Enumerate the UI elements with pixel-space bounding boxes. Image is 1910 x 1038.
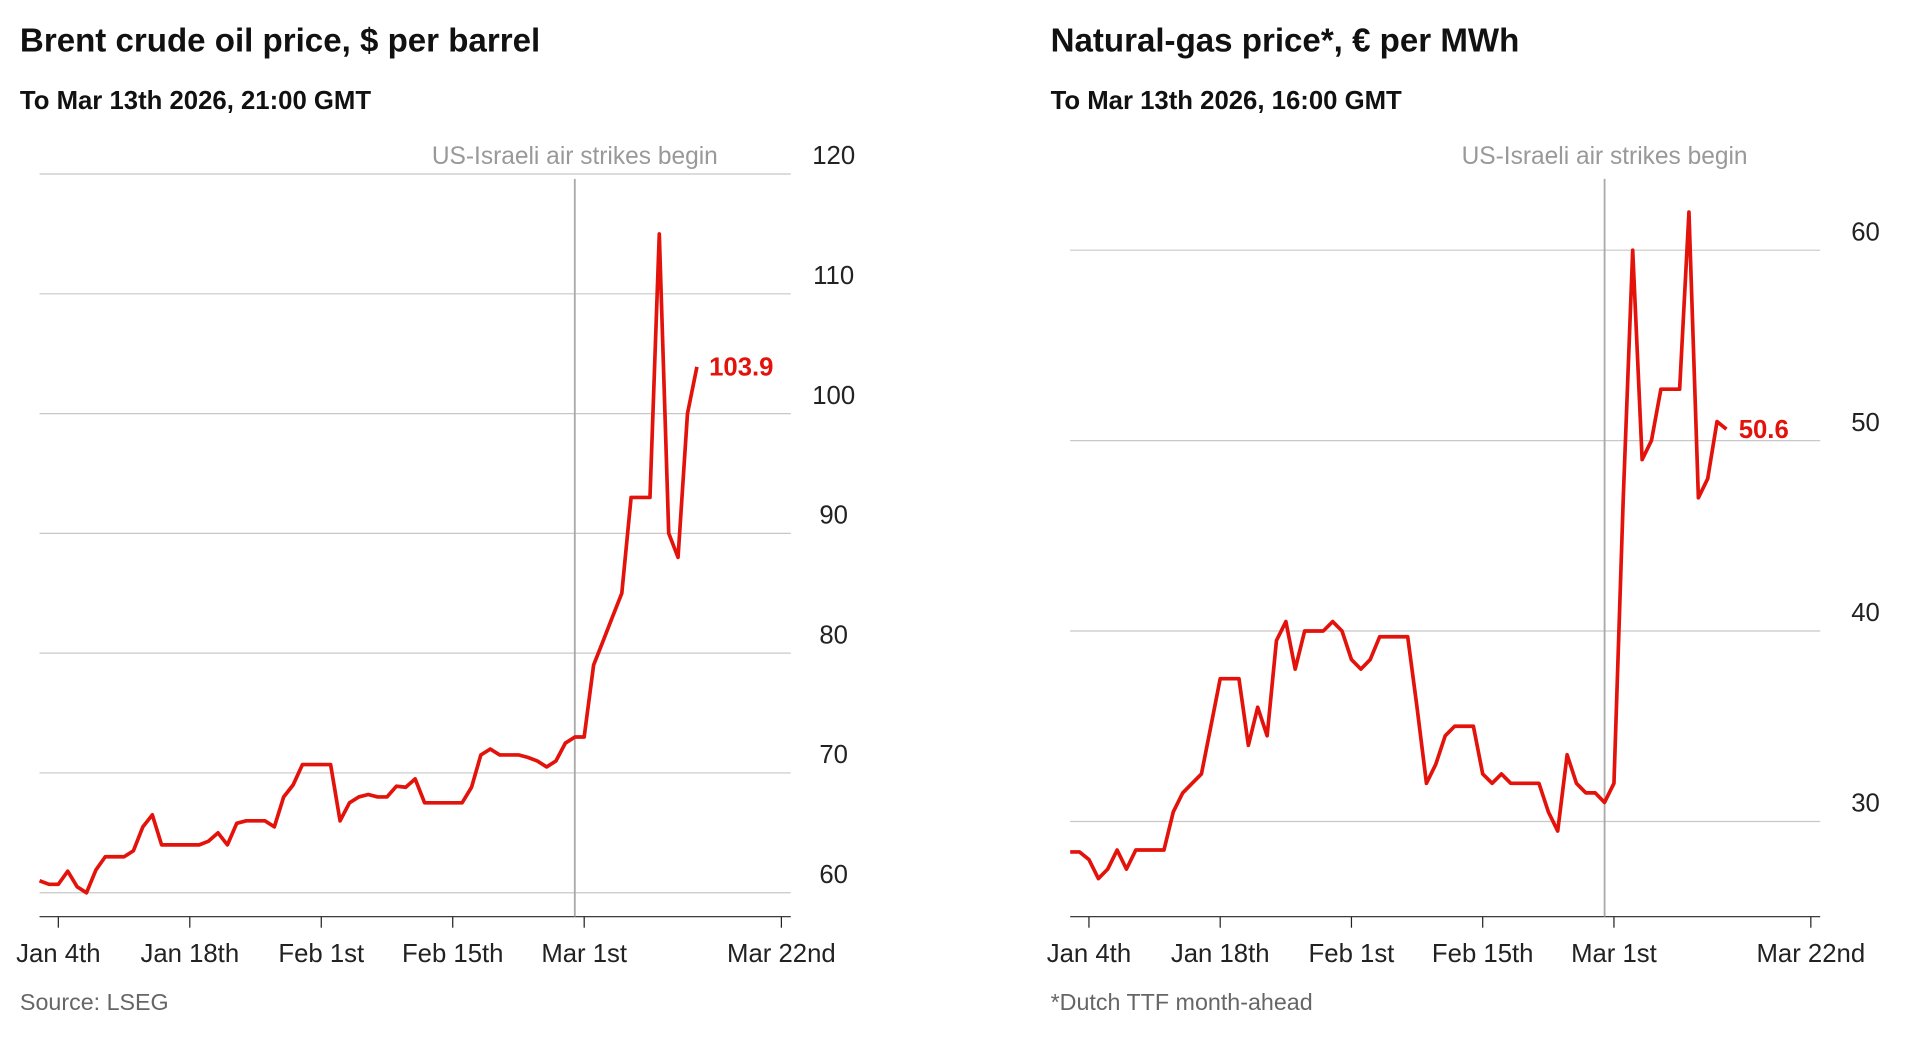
x-tick-label: Feb 1st bbox=[278, 940, 364, 968]
y-tick-label: 60 bbox=[819, 861, 848, 889]
x-tick-label: Mar 22nd bbox=[1757, 940, 1866, 968]
x-tick-label: Mar 22nd bbox=[727, 940, 836, 968]
source-note: Source: LSEG bbox=[20, 989, 169, 1015]
y-tick-label: 110 bbox=[813, 262, 854, 290]
end-value-label: 50.6 bbox=[1739, 416, 1789, 444]
y-tick-label: 90 bbox=[819, 502, 848, 530]
x-tick-label: Jan 18th bbox=[140, 940, 239, 968]
x-tick-label: Jan 4th bbox=[16, 940, 100, 968]
x-tick-label: Jan 18th bbox=[1171, 940, 1270, 968]
y-tick-label: 100 bbox=[812, 382, 855, 410]
y-tick-label: 60 bbox=[1851, 218, 1880, 246]
source-note: *Dutch TTF month-ahead bbox=[1051, 989, 1313, 1015]
chart-subtitle: To Mar 13th 2026, 21:00 GMT bbox=[20, 87, 371, 115]
x-tick-label: Mar 1st bbox=[541, 940, 627, 968]
y-tick-label: 40 bbox=[1851, 599, 1880, 627]
end-value-label: 103.9 bbox=[709, 353, 773, 381]
x-tick-label: Feb 15th bbox=[1432, 940, 1534, 968]
chart-title: Brent crude oil price, $ per barrel bbox=[20, 22, 540, 59]
y-tick-label: 120 bbox=[812, 142, 855, 170]
x-tick-label: Feb 15th bbox=[402, 940, 504, 968]
annotation: US-Israeli air strikes begin bbox=[432, 143, 718, 170]
x-tick-label: Feb 1st bbox=[1309, 940, 1395, 968]
annotation: US-Israeli air strikes begin bbox=[1462, 143, 1748, 170]
price-line bbox=[1070, 210, 1728, 881]
x-tick-label: Mar 1st bbox=[1571, 940, 1657, 968]
chart-title: Natural-gas price*, € per MWh bbox=[1051, 22, 1520, 59]
x-tick-label: Jan 4th bbox=[1047, 940, 1131, 968]
y-tick-label: 30 bbox=[1851, 790, 1880, 818]
y-tick-label: 50 bbox=[1851, 409, 1880, 437]
y-tick-label: 70 bbox=[819, 741, 848, 769]
y-tick-label: 80 bbox=[819, 621, 848, 649]
price-line bbox=[38, 232, 699, 895]
chart-subtitle: To Mar 13th 2026, 16:00 GMT bbox=[1051, 87, 1402, 115]
